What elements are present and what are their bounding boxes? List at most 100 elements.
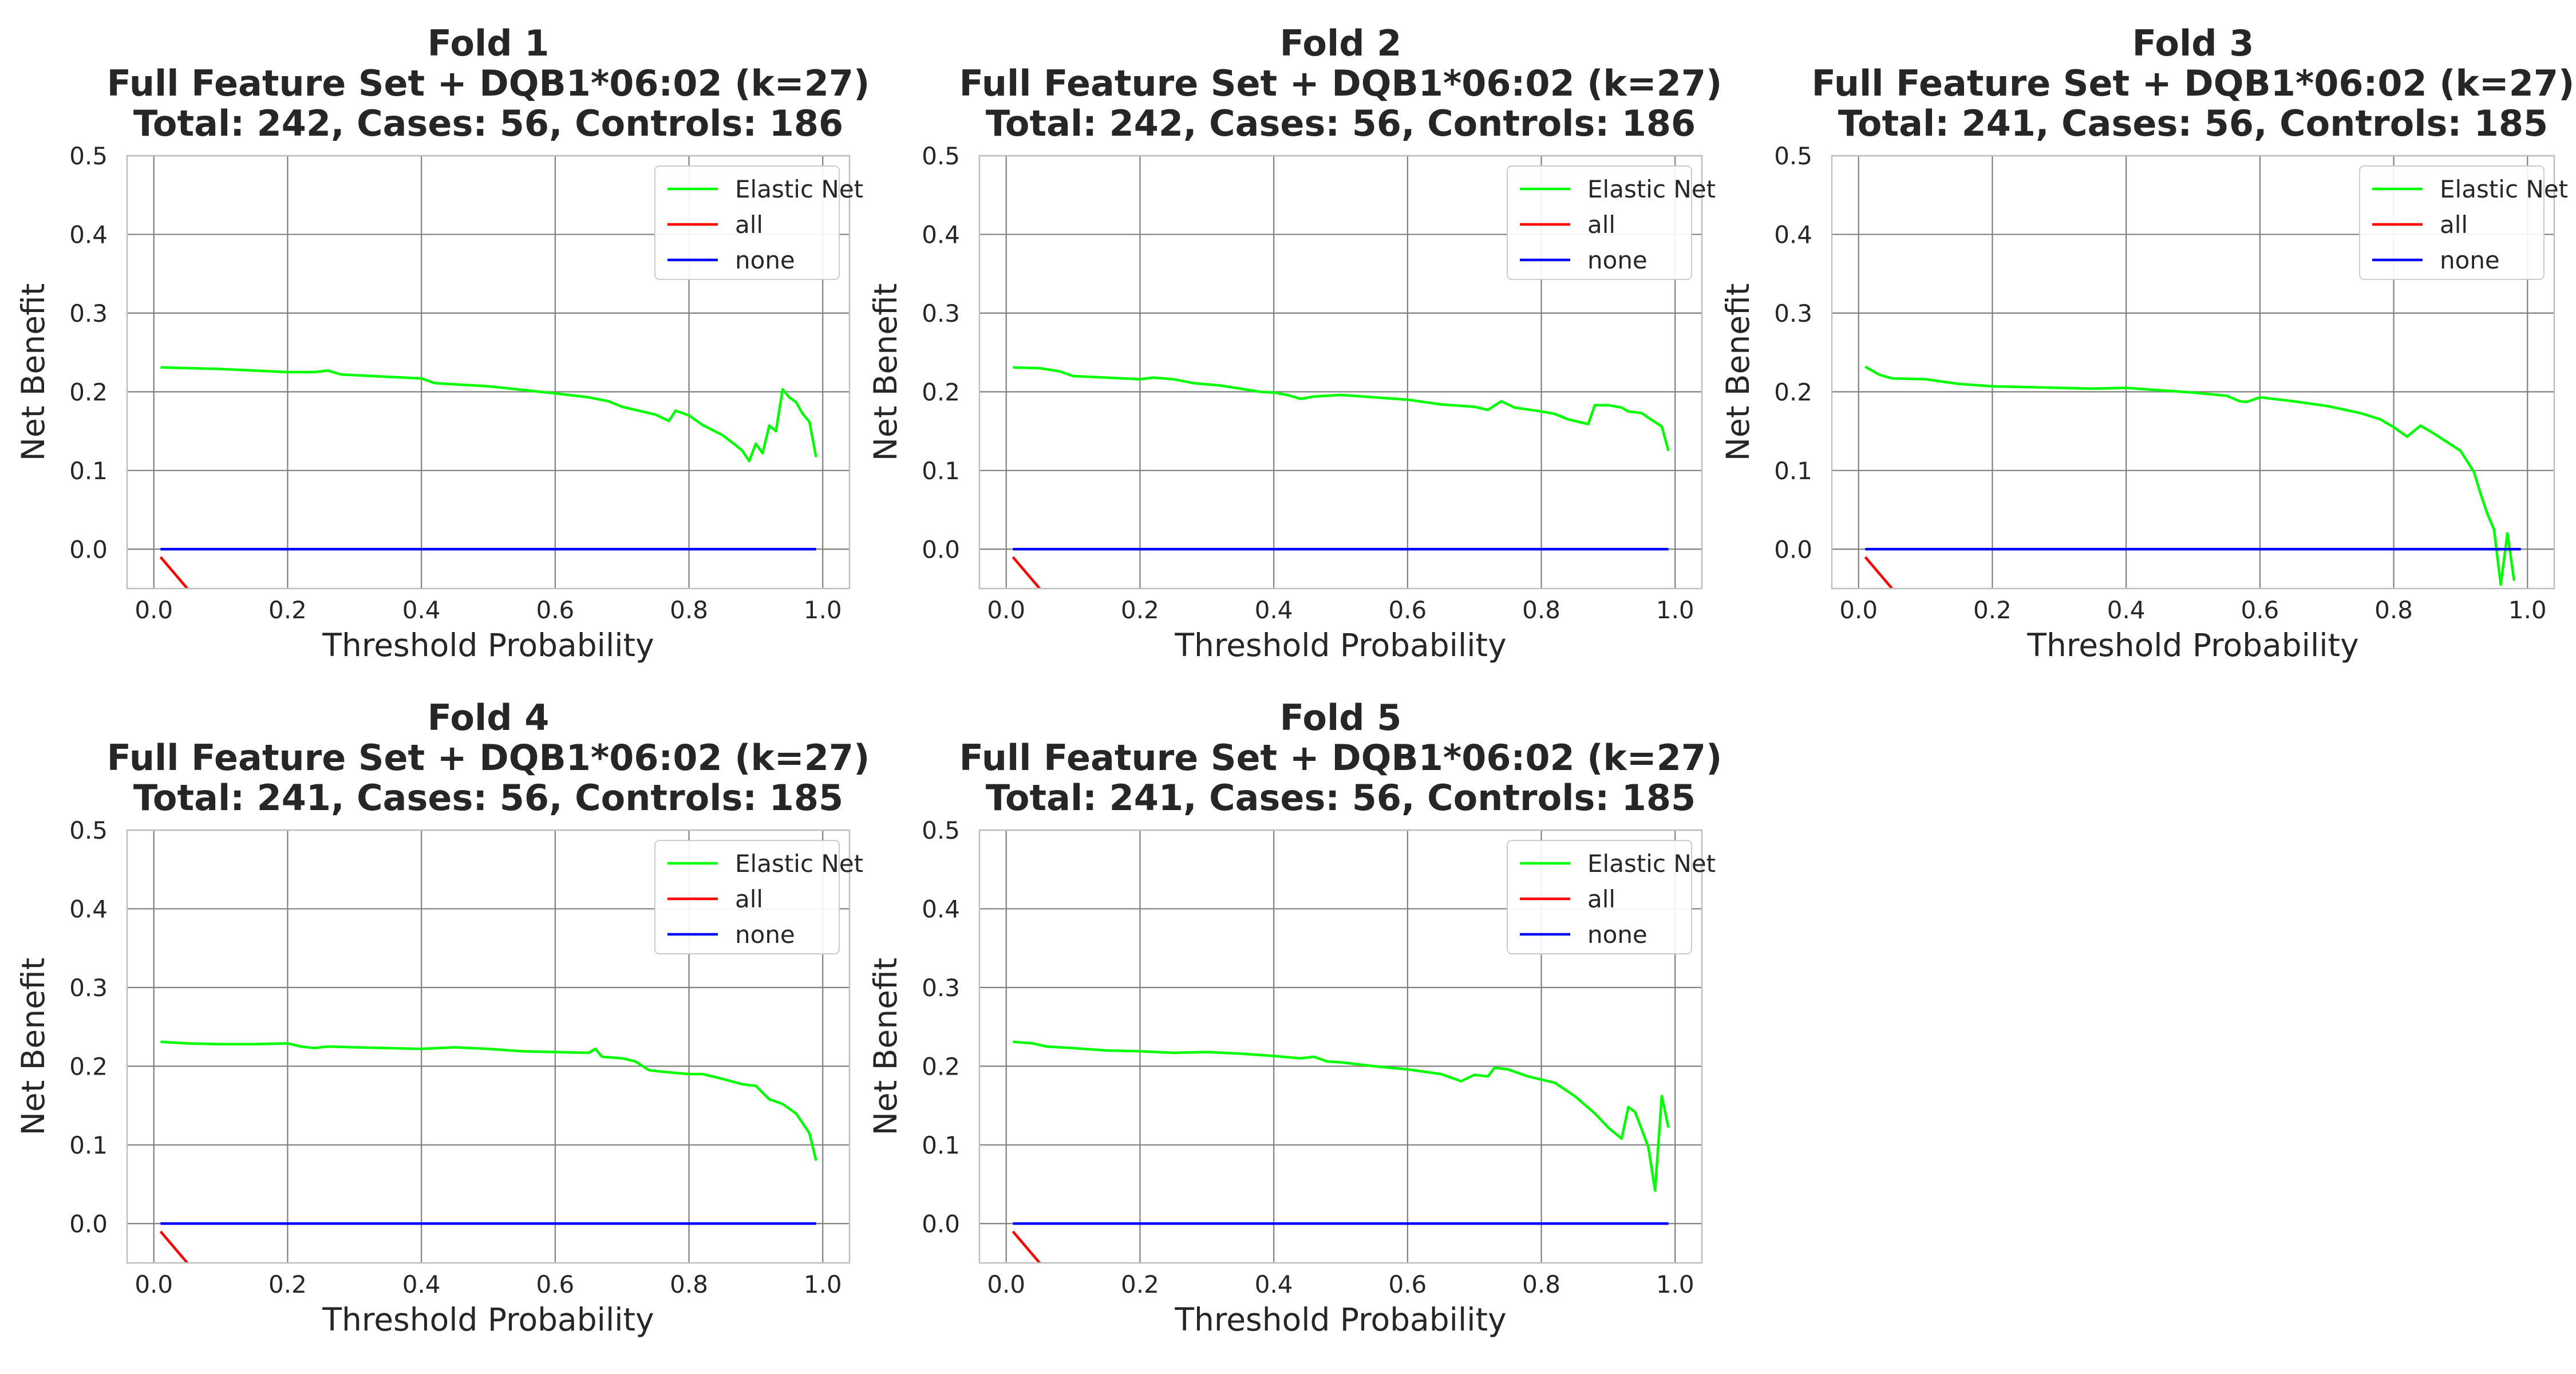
x-tick-label: 0.2 (1973, 596, 2012, 624)
series-line-all (1864, 556, 1893, 589)
x-tick-label: 0.6 (536, 1270, 574, 1298)
y-tick-label: 0.4 (69, 895, 108, 923)
y-tick-label: 0.3 (922, 974, 960, 1002)
y-tick-label: 0.2 (922, 1052, 960, 1080)
series-line-elastic-net (1013, 1040, 1670, 1192)
x-tick-label: 0.0 (987, 1270, 1025, 1298)
y-tick-label: 0.4 (69, 220, 108, 248)
y-tick-label: 0.1 (922, 1131, 960, 1159)
x-tick-label: 0.0 (987, 596, 1025, 624)
series-line-all (1012, 556, 1041, 589)
legend-box (654, 840, 840, 954)
legend: Elastic Net all none (2359, 165, 2568, 280)
legend-label: none (735, 921, 795, 949)
chart-title-line-1: Fold 1 (428, 22, 550, 64)
x-tick-label: 0.6 (536, 596, 574, 624)
y-tick-label: 0.5 (1774, 142, 1812, 170)
legend-label: all (1587, 211, 1615, 239)
legend-label: Elastic Net (735, 175, 863, 203)
y-tick-label: 0.4 (1774, 220, 1812, 248)
legend: Elastic Net all none (654, 165, 863, 280)
legend-label: all (735, 885, 763, 913)
chart-panel-3: 0.0 0.2 0.4 0.6 0.8 1.0 0.0 0.1 0.2 0.3 0.4 0.5 Fold… (1720, 22, 2574, 664)
x-tick-label: 0.8 (670, 596, 708, 624)
x-tick-label: 1.0 (2508, 596, 2547, 624)
x-axis-label: Threshold Probability (322, 1301, 654, 1338)
y-tick-label: 0.0 (69, 535, 108, 563)
y-tick-label: 0.5 (69, 816, 108, 844)
series-line-elastic-net (160, 366, 817, 463)
legend-label: all (2440, 211, 2468, 239)
y-axis-label: Net Benefit (1720, 283, 1756, 461)
chart-title-line-2: Full Feature Set + DQB1*06:02 (k=27) (959, 737, 1722, 779)
x-tick-label: 0.0 (135, 596, 173, 624)
legend-box (654, 165, 840, 280)
y-axis-label: Net Benefit (867, 958, 904, 1136)
x-tick-label: 0.4 (1255, 596, 1293, 624)
x-axis-label: Threshold Probability (2026, 627, 2358, 664)
legend-label: all (735, 211, 763, 239)
chart-title-line-1: Fold 4 (428, 697, 550, 739)
chart-title-line-3: Total: 241, Cases: 56, Controls: 185 (1838, 102, 2548, 144)
x-tick-label: 1.0 (804, 1270, 842, 1298)
y-tick-label: 0.2 (69, 1052, 108, 1080)
legend-label: none (2440, 246, 2500, 274)
chart-title-line-2: Full Feature Set + DQB1*06:02 (k=27) (959, 62, 1722, 104)
x-tick-label: 0.6 (1388, 1270, 1427, 1298)
x-tick-label: 0.6 (2241, 596, 2279, 624)
y-tick-label: 0.5 (922, 142, 960, 170)
series-line-all (159, 556, 188, 589)
chart-title-line-3: Total: 242, Cases: 56, Controls: 186 (986, 102, 1696, 144)
chart-title-line-2: Full Feature Set + DQB1*06:02 (k=27) (107, 737, 870, 779)
chart-title-line-1: Fold 2 (1280, 22, 1402, 64)
series-line-all (159, 1230, 188, 1263)
x-tick-label: 0.4 (1255, 1270, 1293, 1298)
y-axis-label: Net Benefit (15, 283, 52, 461)
x-tick-label: 1.0 (1656, 1270, 1694, 1298)
legend-label: Elastic Net (1587, 175, 1716, 203)
y-axis-label: Net Benefit (867, 283, 904, 461)
y-tick-label: 0.4 (922, 895, 960, 923)
chart-title-line-2: Full Feature Set + DQB1*06:02 (k=27) (107, 62, 870, 104)
y-tick-label: 0.3 (69, 299, 108, 327)
x-tick-label: 0.4 (402, 596, 441, 624)
chart-title-line-3: Total: 241, Cases: 56, Controls: 185 (986, 777, 1696, 819)
legend-box (2359, 165, 2545, 280)
series-line-elastic-net (1864, 365, 2516, 586)
chart-panel-5: 0.0 0.2 0.4 0.6 0.8 1.0 0.0 0.1 0.2 0.3 0.4 0.5 Fold… (867, 697, 1722, 1338)
x-axis-label: Threshold Probability (1174, 1301, 1506, 1338)
legend-label: Elastic Net (735, 850, 863, 878)
y-tick-label: 0.1 (1774, 457, 1812, 485)
legend-box (1507, 840, 1692, 954)
x-tick-label: 0.2 (268, 1270, 307, 1298)
y-tick-label: 0.5 (922, 816, 960, 844)
plot-frame (1831, 155, 2555, 590)
y-tick-label: 0.1 (69, 1131, 108, 1159)
x-axis-label: Threshold Probability (322, 627, 654, 664)
x-axis-label: Threshold Probability (1174, 627, 1506, 664)
y-tick-label: 0.0 (922, 1210, 960, 1238)
legend-label: none (1587, 921, 1647, 949)
legend-label: none (1587, 246, 1647, 274)
y-tick-label: 0.2 (922, 378, 960, 406)
x-tick-label: 0.8 (670, 1270, 708, 1298)
y-tick-label: 0.0 (69, 1210, 108, 1238)
legend-label: all (1587, 885, 1615, 913)
y-tick-label: 0.4 (922, 220, 960, 248)
y-tick-label: 0.1 (922, 457, 960, 485)
x-tick-label: 0.2 (1121, 1270, 1159, 1298)
x-tick-label: 1.0 (804, 596, 842, 624)
y-tick-label: 0.0 (922, 535, 960, 563)
chart-title-line-1: Fold 3 (2132, 22, 2254, 64)
legend-label: none (735, 246, 795, 274)
legend-box (1507, 165, 1692, 280)
x-tick-label: 0.2 (1121, 596, 1159, 624)
series-line-elastic-net (1013, 366, 1670, 452)
x-tick-label: 0.4 (402, 1270, 441, 1298)
x-tick-label: 0.8 (2374, 596, 2413, 624)
x-tick-label: 0.0 (135, 1270, 173, 1298)
y-tick-label: 0.2 (1774, 378, 1812, 406)
y-tick-label: 0.0 (1774, 535, 1812, 563)
chart-title-line-1: Fold 5 (1280, 697, 1402, 739)
